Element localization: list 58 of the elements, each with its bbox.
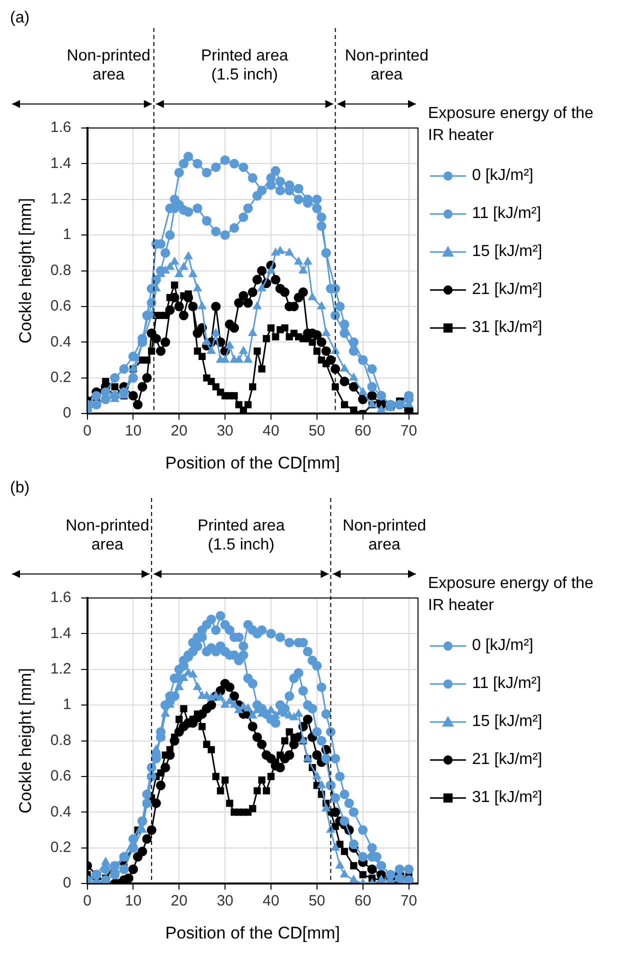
legend-title: Exposure energy of the IR heater xyxy=(428,104,594,146)
y-tick-label: 0 xyxy=(62,874,72,892)
y-tick-label: 0.4 xyxy=(50,803,72,820)
text: Non-printed area xyxy=(66,47,150,84)
x-tick-label: 30 xyxy=(216,892,234,910)
x-tick-label: 10 xyxy=(124,422,142,440)
y-tick-label: 0 xyxy=(62,404,72,422)
y-tick-label: 0.2 xyxy=(50,369,72,386)
y-tick-label: 1 xyxy=(62,696,72,714)
text: Non-printed area xyxy=(344,47,428,84)
text: Non-printed area xyxy=(342,517,426,554)
x-axis-title: Position of the CD[mm] xyxy=(165,923,340,942)
x-tick-label: 50 xyxy=(308,892,326,910)
legend-label: 0 [kJ/m²] xyxy=(472,167,534,185)
y-tick-label: 0.2 xyxy=(50,839,72,856)
x-tick-label: 20 xyxy=(170,422,188,440)
x-tick-label: 20 xyxy=(170,892,188,910)
legend-label: 31 [kJ/m²] xyxy=(472,789,542,807)
y-tick-label: 1.2 xyxy=(50,190,72,208)
x-tick-label: 0 xyxy=(83,422,92,440)
y-tick-label: 1.2 xyxy=(50,660,72,678)
x-tick-label: 70 xyxy=(400,892,418,910)
y-axis-title: Cockle height [mm] xyxy=(16,198,35,344)
legend-label: 11 [kJ/m²] xyxy=(472,205,542,223)
text: Non-printed area xyxy=(66,517,150,554)
legend-label: 31 [kJ/m²] xyxy=(472,319,542,337)
legend-label: 15 [kJ/m²] xyxy=(472,713,542,731)
legend-label: 11 [kJ/m²] xyxy=(472,675,542,693)
text: (a) xyxy=(10,9,30,26)
x-tick-label: 30 xyxy=(216,422,234,440)
y-tick-label: 0.6 xyxy=(50,768,72,785)
legend-label: 15 [kJ/m²] xyxy=(472,243,542,261)
legend-label: 21 [kJ/m²] xyxy=(472,281,542,299)
y-tick-label: 1 xyxy=(62,226,72,244)
text: Printed area (1.5 inch) xyxy=(198,517,285,554)
y-tick-label: 0.8 xyxy=(50,732,72,749)
x-axis-title: Position of the CD[mm] xyxy=(165,453,340,472)
y-tick-label: 0.8 xyxy=(50,262,72,279)
legend-label: 21 [kJ/m²] xyxy=(472,751,542,769)
legend-label: 0 [kJ/m²] xyxy=(472,637,534,655)
text: (b) xyxy=(10,479,30,496)
x-tick-label: 10 xyxy=(124,892,142,910)
y-tick-label: 1.4 xyxy=(50,624,72,642)
y-tick-label: 1.4 xyxy=(50,154,72,172)
x-tick-label: 50 xyxy=(308,422,326,440)
x-tick-label: 70 xyxy=(400,422,418,440)
y-tick-label: 0.6 xyxy=(50,298,72,315)
x-tick-label: 0 xyxy=(83,892,92,910)
legend-title: Exposure energy of the IR heater xyxy=(428,574,594,616)
y-tick-label: 1.6 xyxy=(50,589,72,606)
y-tick-label: 1.6 xyxy=(50,119,72,136)
x-tick-label: 60 xyxy=(354,422,372,440)
text: Printed area (1.5 inch) xyxy=(201,47,288,84)
x-tick-label: 60 xyxy=(354,892,372,910)
x-tick-label: 40 xyxy=(262,422,280,440)
y-tick-label: 0.4 xyxy=(50,333,72,350)
x-tick-label: 40 xyxy=(262,892,280,910)
y-axis-title: Cockle height [mm] xyxy=(16,668,35,814)
